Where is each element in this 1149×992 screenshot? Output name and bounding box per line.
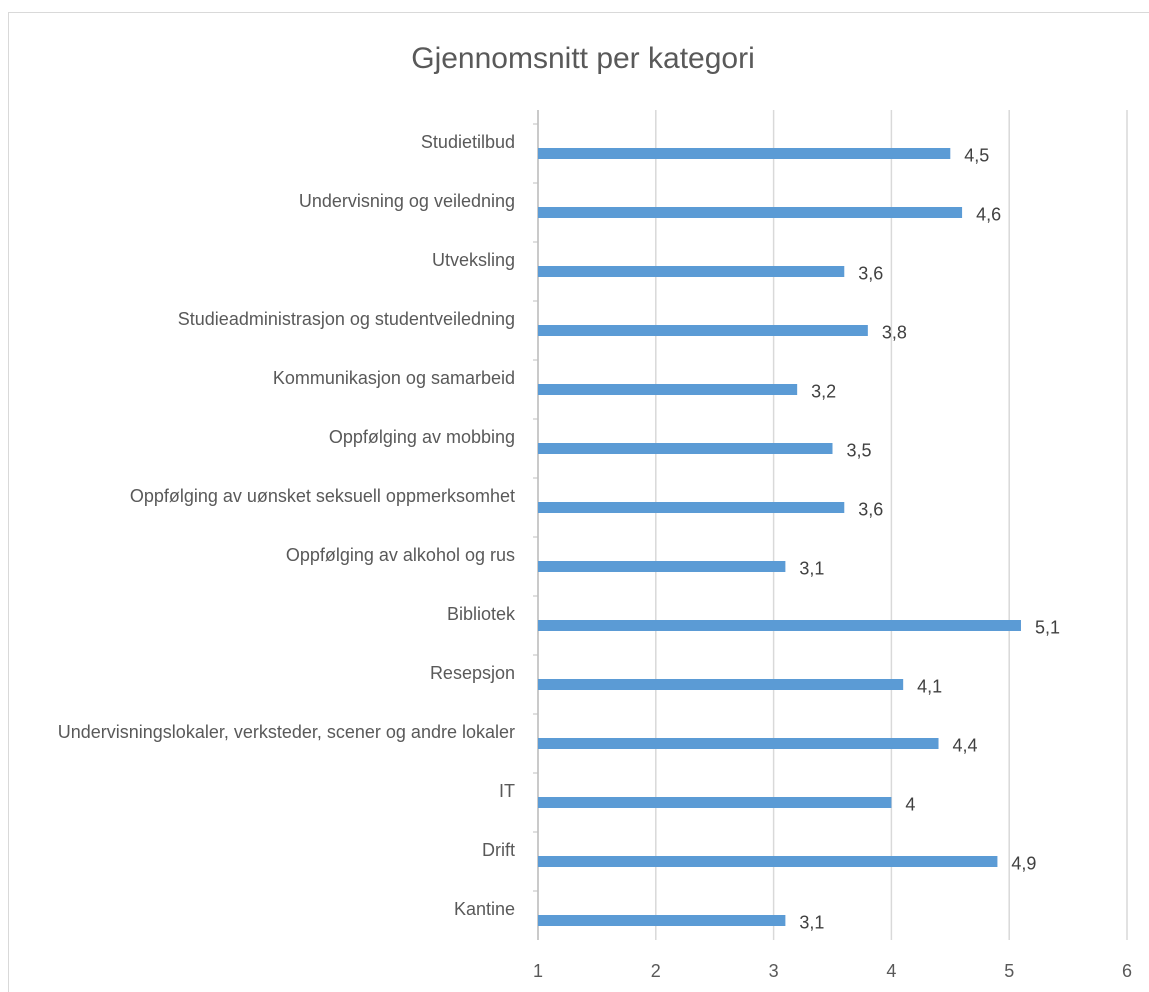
bar — [538, 502, 845, 513]
value-label: 4,1 — [917, 676, 942, 696]
bar — [538, 325, 868, 336]
bar — [538, 148, 951, 159]
value-label: 4,5 — [964, 145, 989, 165]
x-tick-label: 5 — [1004, 961, 1014, 981]
y-tick-label: Drift — [482, 839, 515, 860]
y-tick-label: Oppfølging av mobbing — [328, 426, 515, 447]
y-tick-label: IT — [499, 780, 515, 801]
value-label: 3,1 — [799, 912, 824, 932]
y-tick-label: Undervisning og veiledning — [298, 190, 515, 211]
value-label: 3,5 — [847, 440, 872, 460]
bar — [538, 620, 1021, 631]
value-label: 4,9 — [1011, 853, 1036, 873]
y-tick-label: Kommunikasjon og samarbeid — [272, 367, 515, 388]
y-tick-label: Utveksling — [431, 249, 515, 270]
chart-title: Gjennomsnitt per kategori — [411, 42, 755, 75]
bar — [538, 561, 786, 572]
x-tick-label: 6 — [1122, 961, 1132, 981]
bar — [538, 915, 786, 926]
bar — [538, 738, 939, 749]
y-tick-label: Kantine — [453, 898, 515, 919]
bar — [538, 384, 798, 395]
bar — [538, 679, 904, 690]
value-label: 4 — [905, 794, 915, 814]
x-tick-label: 1 — [533, 961, 543, 981]
value-label: 4,6 — [976, 204, 1001, 224]
value-label: 3,1 — [799, 558, 824, 578]
y-tick-label: Studieadministrasjon og studentveilednin… — [177, 308, 515, 329]
x-tick-label: 3 — [769, 961, 779, 981]
bar — [538, 856, 998, 867]
value-label: 3,2 — [811, 381, 836, 401]
bar — [538, 797, 892, 808]
value-label: 4,4 — [953, 735, 978, 755]
bar — [538, 207, 963, 218]
y-tick-label: Resepsjon — [429, 662, 515, 683]
bar — [538, 443, 833, 454]
value-label: 3,8 — [882, 322, 907, 342]
chart-border — [8, 12, 1149, 992]
y-tick-label: Studietilbud — [420, 131, 515, 152]
bar — [538, 266, 845, 277]
y-tick-label: Undervisningslokaler, verksteder, scener… — [57, 721, 515, 742]
y-tick-label: Oppfølging av uønsket seksuell oppmerkso… — [129, 485, 515, 506]
value-label: 5,1 — [1035, 617, 1060, 637]
value-label: 3,6 — [858, 263, 883, 283]
x-tick-label: 4 — [886, 961, 896, 981]
value-label: 3,6 — [858, 499, 883, 519]
x-tick-label: 2 — [651, 961, 661, 981]
y-tick-label: Bibliotek — [446, 603, 515, 624]
y-tick-label: Oppfølging av alkohol og rus — [285, 544, 515, 565]
